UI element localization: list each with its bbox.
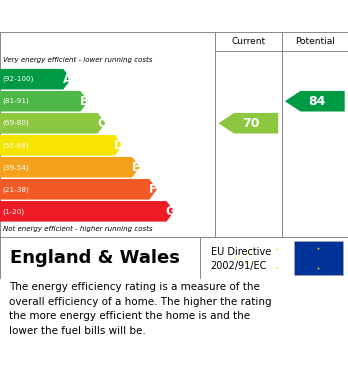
Text: (55-68): (55-68) <box>2 142 29 149</box>
Text: (92-100): (92-100) <box>2 76 33 83</box>
Text: Very energy efficient - lower running costs: Very energy efficient - lower running co… <box>3 57 152 63</box>
Text: A: A <box>63 73 72 86</box>
Polygon shape <box>0 157 140 178</box>
Text: (21-38): (21-38) <box>2 186 29 192</box>
Text: (69-80): (69-80) <box>2 120 29 127</box>
Polygon shape <box>0 201 174 222</box>
Polygon shape <box>219 113 278 134</box>
Text: (81-91): (81-91) <box>2 98 29 104</box>
Text: Current: Current <box>231 37 266 46</box>
Text: The energy efficiency rating is a measure of the
overall efficiency of a home. T: The energy efficiency rating is a measur… <box>9 282 271 335</box>
Text: B: B <box>80 95 89 108</box>
Text: 84: 84 <box>308 95 326 108</box>
Text: F: F <box>149 183 157 196</box>
FancyBboxPatch shape <box>294 241 343 275</box>
Text: Potential: Potential <box>295 37 335 46</box>
Text: Not energy efficient - higher running costs: Not energy efficient - higher running co… <box>3 226 152 232</box>
Polygon shape <box>0 113 105 134</box>
Polygon shape <box>0 91 88 111</box>
Polygon shape <box>0 135 122 156</box>
Text: 2002/91/EC: 2002/91/EC <box>211 260 267 271</box>
Text: D: D <box>114 139 124 152</box>
Polygon shape <box>0 69 71 90</box>
Text: 70: 70 <box>242 117 259 130</box>
Text: (1-20): (1-20) <box>2 208 24 215</box>
Polygon shape <box>0 179 157 199</box>
Text: C: C <box>97 117 106 130</box>
Polygon shape <box>285 91 345 111</box>
Text: EU Directive: EU Directive <box>211 247 271 257</box>
Text: G: G <box>166 205 175 218</box>
Text: England & Wales: England & Wales <box>10 249 180 267</box>
Text: Energy Efficiency Rating: Energy Efficiency Rating <box>10 9 232 23</box>
Text: (39-54): (39-54) <box>2 164 29 170</box>
Text: E: E <box>132 161 140 174</box>
